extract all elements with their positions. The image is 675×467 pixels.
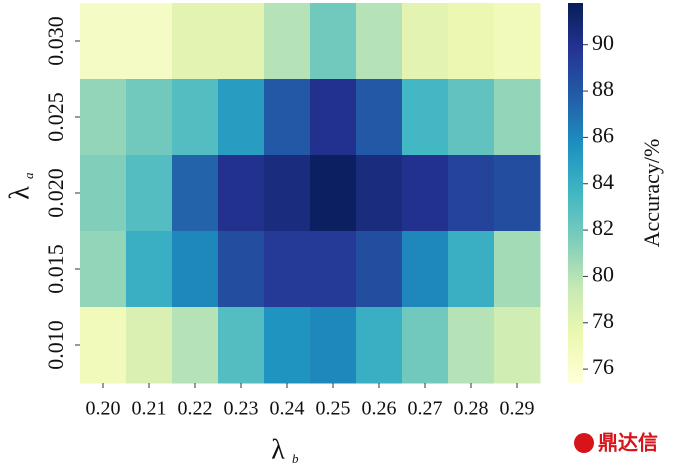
cell [80, 155, 127, 232]
watermark-icon [574, 433, 594, 453]
cell [126, 79, 173, 156]
cell [172, 307, 219, 384]
cell [218, 231, 265, 308]
x-tick-label: 0.26 [362, 398, 397, 420]
cell [356, 231, 403, 308]
colorbar [568, 3, 583, 383]
x-tick-label: 0.21 [132, 398, 167, 420]
cell [356, 307, 403, 384]
cell [448, 307, 495, 384]
y-tick-label: 0.020 [43, 168, 68, 218]
cell [310, 231, 357, 308]
cell [264, 155, 311, 232]
cell [494, 79, 541, 156]
watermark-text: 鼎达信 [598, 431, 658, 455]
cell [218, 307, 265, 384]
cell [494, 231, 541, 308]
cell [356, 155, 403, 232]
colorbar-tick-label: 84 [592, 169, 614, 194]
cell [80, 3, 127, 80]
x-tick-label: 0.22 [178, 398, 213, 420]
cell [448, 79, 495, 156]
cell [80, 79, 127, 156]
y-tick-label: 0.025 [43, 92, 68, 142]
cell [264, 307, 311, 384]
cell [126, 3, 173, 80]
cell [126, 307, 173, 384]
cell [448, 231, 495, 308]
cell [264, 231, 311, 308]
cell [402, 231, 449, 308]
cell [126, 231, 173, 308]
cell [172, 79, 219, 156]
x-label-subscript: b [292, 451, 299, 466]
y-tick-label: 0.030 [43, 16, 68, 66]
x-tick-label: 0.29 [500, 398, 535, 420]
y-tick-label: 0.015 [43, 244, 68, 294]
cell [402, 3, 449, 80]
colorbar-tick-label: 76 [592, 354, 614, 379]
cell [264, 79, 311, 156]
cell [172, 231, 219, 308]
cell [218, 3, 265, 80]
cell [494, 3, 541, 80]
x-label: λ b [271, 434, 299, 466]
y-label: λ a [4, 172, 36, 200]
cell [356, 3, 403, 80]
x-tick-label: 0.23 [224, 398, 259, 420]
cell [402, 307, 449, 384]
cell [126, 155, 173, 232]
cell [494, 307, 541, 384]
x-tick-label: 0.25 [316, 398, 351, 420]
x-tick-label: 0.20 [86, 398, 121, 420]
y-label-subscript: a [21, 172, 36, 179]
cell [218, 79, 265, 156]
cell [448, 3, 495, 80]
watermark: 鼎达信 [574, 431, 658, 455]
cell [402, 79, 449, 156]
x-tick-label: 0.27 [408, 398, 443, 420]
colorbar-tick-label: 80 [592, 261, 614, 286]
cell [310, 3, 357, 80]
cell [310, 79, 357, 156]
x-tick-label: 0.24 [270, 398, 305, 420]
x-label-symbol: λ [271, 434, 285, 465]
colorbar-tick-label: 88 [592, 76, 614, 101]
cell [218, 155, 265, 232]
cell [80, 307, 127, 384]
cell [172, 3, 219, 80]
cell [494, 155, 541, 232]
x-tick-label: 0.28 [454, 398, 489, 420]
cell [356, 79, 403, 156]
cell [172, 155, 219, 232]
colorbar-tick-label: 78 [592, 308, 614, 333]
colorbar-tick-label: 86 [592, 122, 614, 147]
cell [448, 155, 495, 232]
colorbar-label: Accuracy/% [639, 139, 664, 248]
y-label-symbol: λ [4, 186, 35, 200]
cell [264, 3, 311, 80]
colorbar-tick-label: 82 [592, 215, 614, 240]
y-tick-label: 0.010 [43, 320, 68, 370]
cell [402, 155, 449, 232]
cell [310, 307, 357, 384]
colorbar-tick-label: 90 [592, 30, 614, 55]
cell [80, 231, 127, 308]
cell [310, 155, 357, 232]
